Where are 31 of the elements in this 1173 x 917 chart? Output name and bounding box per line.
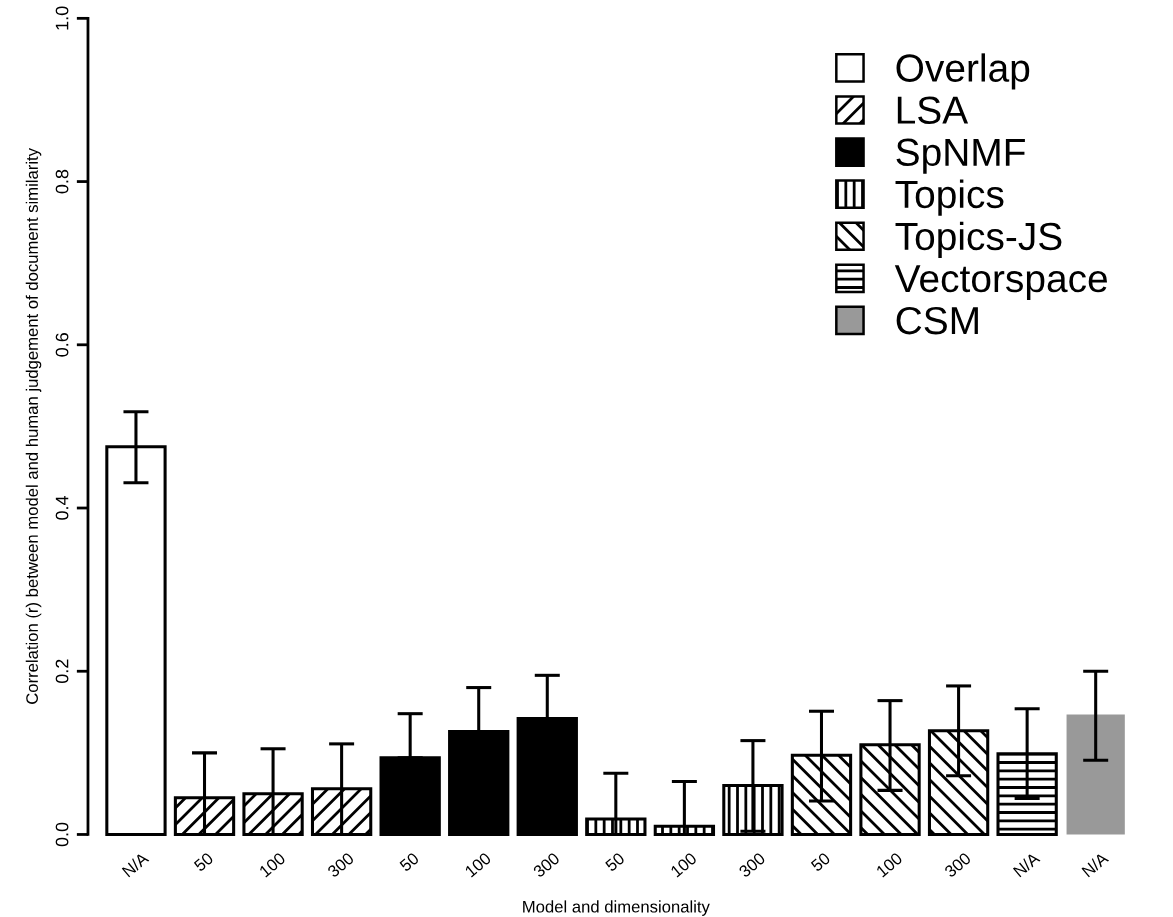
x-tick-label: 300 [738, 851, 766, 878]
legend-label: Topics-JS [895, 221, 1062, 258]
y-tick-label: 0.2 [55, 659, 69, 684]
x-tick-label: 100 [258, 851, 287, 878]
x-tick-label: N/A [1012, 851, 1041, 878]
x-tick-label: 50 [810, 851, 831, 872]
x-tick-label: 50 [604, 851, 626, 872]
x-tick-label: 50 [398, 851, 420, 872]
x-tick-label: 300 [943, 851, 972, 878]
y-axis-title: Correlation (r) between model and human judgement of document similarity [25, 148, 42, 704]
bar [1066, 714, 1125, 835]
y-tick-label: 1.0 [55, 6, 69, 30]
x-tick-label: 300 [532, 851, 561, 878]
y-tick-label: 0.0 [55, 822, 69, 847]
y-tick-label: 0.8 [55, 169, 69, 194]
legend-label: SpNMF [896, 138, 1025, 174]
legend-label: CSM [896, 306, 978, 335]
x-tick-label: N/A [121, 851, 150, 878]
legend-label: Vectorspace [894, 265, 1107, 301]
x-tick-label: 50 [193, 851, 214, 872]
legend-label: Topics [895, 179, 1004, 216]
legend-label: Overlap [896, 53, 1030, 90]
x-tick-label: N/A [1081, 851, 1110, 878]
y-tick-label: 0.4 [55, 496, 69, 520]
legend-label: LSA [897, 96, 969, 124]
x-tick-label: 300 [326, 851, 355, 878]
x-axis-title: Model and dimensionality [523, 900, 710, 916]
x-tick-label: 100 [464, 851, 492, 878]
x-tick-label: 100 [669, 851, 698, 878]
y-tick-label: 0.6 [55, 333, 69, 357]
x-tick-label: 100 [875, 851, 904, 878]
